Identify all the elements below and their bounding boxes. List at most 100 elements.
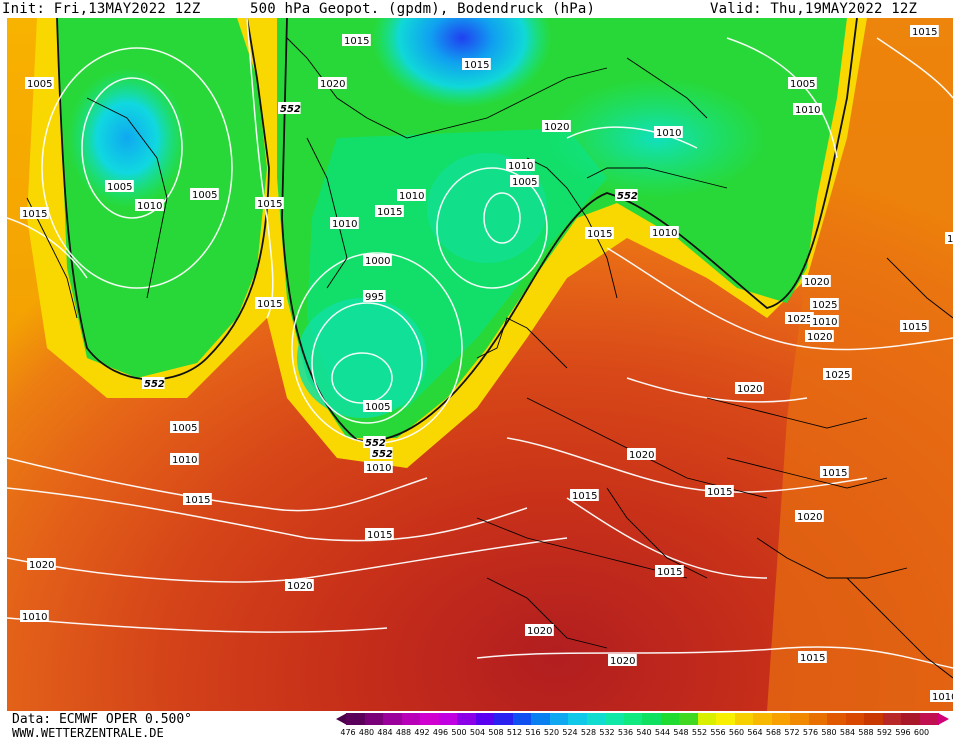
isobar-label: 1010 xyxy=(932,692,953,703)
pressure-label-bg xyxy=(795,510,824,522)
pressure-label-bg xyxy=(278,102,301,114)
isobar-label: 1010 xyxy=(22,612,47,623)
colorbar-swatch xyxy=(494,713,513,725)
colorbar-swatch xyxy=(605,713,624,725)
pressure-label-bg xyxy=(570,489,599,501)
isobar-label: 1015 xyxy=(707,487,732,498)
pressure-label-bg xyxy=(805,330,834,342)
valid-time-text: Valid: Thu,19MAY2022 12Z xyxy=(710,1,918,17)
colorbar-swatch xyxy=(364,713,384,725)
colorbar-swatch xyxy=(568,713,587,725)
colorbar-tick-label: 504 xyxy=(469,728,486,737)
colorbar-right-arrow xyxy=(938,713,949,725)
colorbar-swatch xyxy=(457,713,476,725)
colorbar: 476 480 484 488 492 496 500 504 508 512 516 520 524 5… xyxy=(336,713,956,741)
pressure-label-bg xyxy=(798,651,827,663)
isobar-label: 1020 xyxy=(544,122,569,133)
pressure-label-bg xyxy=(615,189,638,201)
colorbar-swatch xyxy=(383,713,402,725)
pressure-label-bg xyxy=(585,227,614,239)
colorbar-tick-label: 552 xyxy=(691,728,708,737)
isobar-label: 1015 xyxy=(572,491,597,502)
pressure-label-bg xyxy=(183,493,212,505)
isobar-label: 1015 xyxy=(464,60,489,71)
colorbar-swatch xyxy=(586,713,606,725)
isobar-label: 1020 xyxy=(29,560,54,571)
isobar-label: 1020 xyxy=(527,626,552,637)
isobar-label: 1010 xyxy=(366,463,391,474)
colorbar-tick-label: 580 xyxy=(821,728,837,737)
pressure-label-bg xyxy=(363,436,386,448)
isobar-label: 1000 xyxy=(365,256,390,267)
isobar-label: 1015 xyxy=(800,653,825,664)
colorbar-tick-label: 572 xyxy=(784,728,800,737)
isobar-label: 1015 xyxy=(912,27,937,38)
isobar-label: 1015 xyxy=(185,495,210,506)
pressure-label-bg xyxy=(810,298,839,310)
geopotential-552-label: 552 xyxy=(617,191,638,202)
pressure-label-bg xyxy=(365,528,394,540)
pressure-label-bg xyxy=(20,610,49,622)
isobar-label: 1005 xyxy=(790,79,815,90)
pressure-label-bg xyxy=(823,368,852,380)
pressure-label-bg xyxy=(170,421,199,433)
isobar-label: 1015 xyxy=(822,468,847,479)
pressure-label-bg xyxy=(190,188,219,200)
colorbar-tick-label: 560 xyxy=(728,728,745,737)
colorbar-tick-label: 588 xyxy=(858,728,874,737)
colorbar-tick-label: 516 xyxy=(525,728,541,737)
isobar-label: 1010 xyxy=(656,128,681,139)
colorbar-swatch xyxy=(512,713,532,725)
isobar-label: 1010 xyxy=(172,455,197,466)
weather-map: 1015 1005 1020 552 1015 1005 1005 1010 1015 1010 1… xyxy=(7,18,953,711)
colorbar-swatch xyxy=(790,713,809,725)
pressure-label-bg xyxy=(650,226,679,238)
colorbar-swatch xyxy=(827,713,846,725)
pressure-label-bg xyxy=(397,189,426,201)
colorbar-swatch xyxy=(438,713,458,725)
colorbar-tick-label: 536 xyxy=(617,728,634,737)
isobar-label: 1015 xyxy=(657,567,682,578)
colorbar-swatch xyxy=(753,713,772,725)
pressure-label-bg xyxy=(608,654,637,666)
colorbar-tick-label: 520 xyxy=(543,728,560,737)
pressure-label-bg xyxy=(930,690,953,702)
isobar-label: 1015 xyxy=(367,530,392,541)
colorbar-swatch xyxy=(716,713,735,725)
pressure-label-bg xyxy=(654,126,683,138)
pressure-label-bg xyxy=(810,315,839,327)
pressure-label-bg xyxy=(318,77,347,89)
isobar-label: 1015 xyxy=(344,36,369,47)
isobar-label: 1010 xyxy=(332,219,357,230)
colorbar-tick-label: 512 xyxy=(506,728,523,737)
pressure-label-bg xyxy=(370,447,393,459)
pressure-label-bg xyxy=(900,320,929,332)
colorbar-swatch xyxy=(401,713,421,725)
colorbar-tick-label: 496 xyxy=(432,728,449,737)
pressure-label-bg xyxy=(785,312,814,324)
geopotential-552-label: 552 xyxy=(372,449,393,460)
isobar-label: 1005 xyxy=(365,402,390,413)
colorbar-tick-label: 540 xyxy=(636,728,652,737)
isobar-label: 1020 xyxy=(629,450,654,461)
pressure-label-bg xyxy=(793,103,822,115)
colorbar-swatch xyxy=(808,713,828,725)
pressure-label-bg xyxy=(363,254,392,266)
header-bar: Init: Fri,13MAY2022 12Z 500 hPa Geopot. … xyxy=(0,0,959,18)
pressure-label-bg xyxy=(255,297,284,309)
colorbar-swatch xyxy=(882,713,902,725)
colorbar-swatch xyxy=(660,713,680,725)
pressure-label-bg xyxy=(363,400,392,412)
pressure-label-bg xyxy=(363,290,386,302)
colorbar-tick-label: 600 xyxy=(913,728,930,737)
colorbar-swatch xyxy=(549,713,569,725)
pressure-label-bg xyxy=(788,77,817,89)
colorbar-swatch xyxy=(919,713,939,725)
pressure-label-bg xyxy=(542,120,571,132)
isobar-label: 1005 xyxy=(172,423,197,434)
colorbar-swatch xyxy=(901,713,920,725)
isobar-label: 1015 xyxy=(257,199,282,210)
map-canvas: 1015 1005 1020 552 1015 1005 1005 1010 1015 1010 1… xyxy=(7,18,953,711)
pressure-label-bg xyxy=(330,217,359,229)
pressure-label-bg xyxy=(462,58,491,70)
